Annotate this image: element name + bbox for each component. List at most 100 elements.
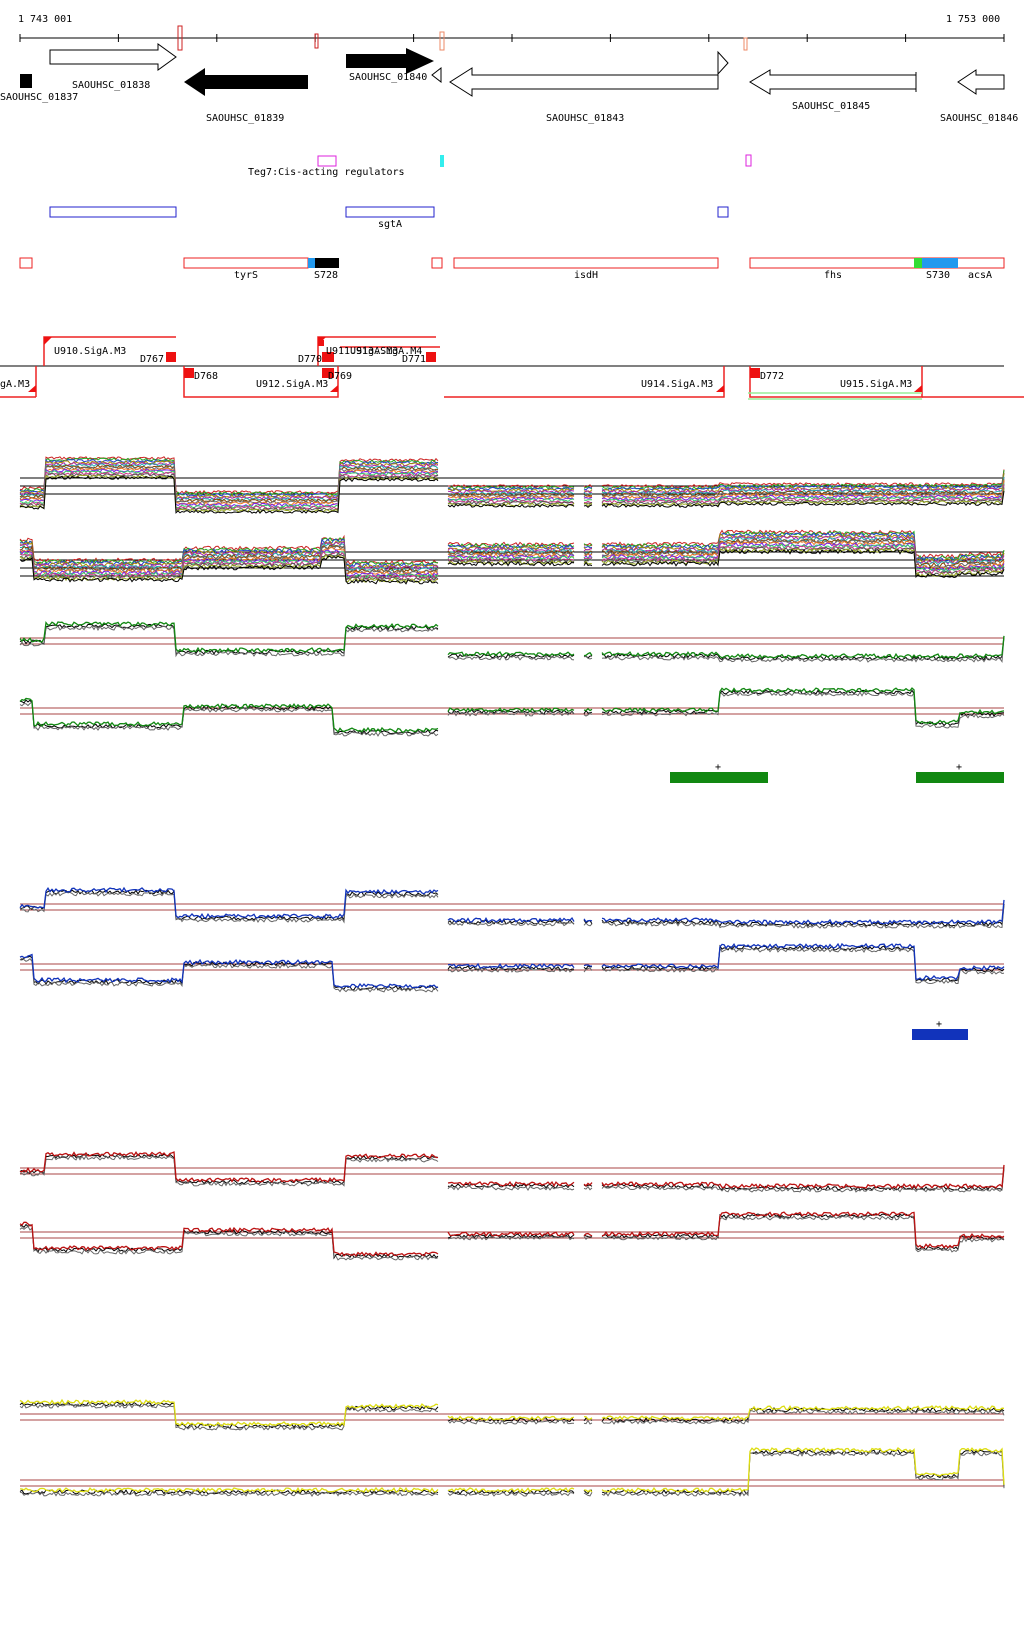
multi-track-a-7 [19, 465, 1005, 505]
green-track-top-2 [19, 620, 1005, 659]
multi-track-a-14 [20, 475, 1005, 514]
blue-track-bottom-2 [19, 942, 1005, 989]
segment-label-u910: U910.SigA.M3 [54, 346, 126, 357]
multi-track-a-12 [19, 472, 1005, 512]
regulator-feature[interactable] [317, 155, 337, 167]
multi-track-a-9 [19, 468, 1005, 507]
multi-track-b-6 [19, 537, 1005, 574]
multi-track-b-9 [19, 542, 1005, 578]
segment-label-u911: U911.SigA.M3 [326, 346, 398, 357]
segment-label-u915: U915.SigA.M3 [840, 379, 912, 390]
segment-label-d767: D767 [140, 354, 164, 365]
multi-track-b-2 [19, 532, 1005, 568]
multi-track-a-3 [19, 460, 1005, 499]
gene-label-01837: SAOUHSC_01837 [0, 92, 78, 103]
expression-tracks [19, 456, 1005, 1497]
gene-label-01840: SAOUHSC_01840 [349, 72, 427, 83]
red-feature-small-2[interactable] [431, 257, 443, 269]
multi-track-b-4 [19, 535, 1005, 571]
sgta-feature[interactable] [345, 206, 435, 218]
gene-01842-arrow[interactable] [717, 50, 729, 76]
gene-label-01845: SAOUHSC_01845 [792, 101, 870, 112]
multi-track-b-0 [19, 529, 1005, 565]
blue-feature-1[interactable] [49, 206, 177, 218]
coordinate-ruler: 1 743 001 1 753 000 [18, 14, 1005, 51]
red-track-bottom-1 [19, 1215, 1005, 1261]
red-feature-small-1[interactable] [19, 257, 33, 269]
significance-marks: + + + [670, 762, 1004, 1040]
green-sig-bar-2[interactable] [916, 772, 1004, 783]
multi-track-a-10 [19, 470, 1005, 509]
green-track-bottom-0 [19, 689, 1005, 735]
regulator-label: Teg7:Cis-acting regulators [248, 167, 405, 178]
yellow-track-top-2 [19, 1398, 1005, 1427]
gene-label-01839: SAOUHSC_01839 [206, 113, 284, 124]
gene-label-01843: SAOUHSC_01843 [546, 113, 624, 124]
blue-sig-bar[interactable] [912, 1029, 968, 1040]
red-track-bottom-2 [19, 1211, 1005, 1257]
regulator-track: Teg7:Cis-acting regulators [248, 154, 752, 178]
blue-sig-plus: + [936, 1019, 942, 1030]
blue-feature-small[interactable] [717, 206, 729, 218]
gene-track: SAOUHSC_01837 SAOUHSC_01838 SAOUHSC_0183… [0, 43, 1018, 124]
isdh-feature[interactable] [453, 257, 719, 269]
multi-track-a-4 [19, 461, 1005, 501]
segment-label-d772: D772 [760, 371, 784, 382]
multi-track-b-3 [19, 533, 1005, 570]
gene-01837-arrow[interactable] [20, 74, 32, 88]
gene-label-01846: SAOUHSC_01846 [940, 113, 1018, 124]
gene-01843-arrow[interactable] [449, 67, 719, 97]
gene-01845-arrow[interactable] [749, 69, 917, 95]
blue-feature-track: sgtA [49, 206, 729, 230]
gene-label-01838: SAOUHSC_01838 [72, 80, 150, 91]
green-track-top-1 [19, 624, 1005, 664]
segment-label-d771: D771 [402, 354, 426, 365]
multi-track-a-0 [19, 456, 1005, 495]
ruler-end-label: 1 753 000 [946, 14, 1000, 25]
multi-track-a-6 [19, 464, 1005, 503]
gene-01841-arrow[interactable] [431, 66, 442, 84]
green-track-bottom-1 [19, 691, 1005, 737]
segment-label-d768: D768 [194, 371, 218, 382]
multi-track-a-2 [19, 458, 1005, 498]
blue-track-top-2 [19, 886, 1005, 926]
multi-track-b-8 [19, 540, 1005, 577]
regulator-feature-small[interactable] [745, 154, 752, 167]
green-sig-plus-2: + [956, 762, 962, 773]
yellow-track-bottom-1 [19, 1451, 1005, 1497]
segment-label-u914: U914.SigA.M3 [641, 379, 713, 390]
gene-01846-arrow[interactable] [957, 69, 1005, 95]
segment-label-d770: D770 [298, 354, 322, 365]
tyrs-label: tyrS [234, 270, 258, 281]
blue-track-bottom-1 [19, 946, 1005, 993]
regulator-feature-cyan[interactable] [440, 155, 444, 167]
fhs-feature[interactable] [749, 257, 1005, 269]
red-feature-track: tyrS S728 isdH fhs S730 acsA [19, 257, 1005, 281]
segment-label-d769: D769 [328, 371, 352, 382]
acsa-label: acsA [968, 270, 992, 281]
yellow-track-bottom-0 [19, 1449, 1005, 1495]
segment-label-u913: U913.SigA.M4 [350, 346, 422, 357]
isdh-label: isdH [574, 270, 598, 281]
sgta-label: sgtA [378, 219, 402, 230]
red-track-top-0 [19, 1153, 1005, 1191]
multi-track-a-8 [19, 467, 1005, 506]
yellow-track-bottom-2 [19, 1447, 1005, 1494]
yellow-track-top-0 [19, 1401, 1005, 1429]
fhs-label: fhs [824, 270, 842, 281]
yellow-track-top-1 [19, 1402, 1005, 1431]
blue-track-top-0 [19, 889, 1005, 927]
tyrs-feature[interactable] [183, 257, 309, 269]
s728-label: S728 [314, 270, 338, 281]
gene-01840-arrow[interactable] [346, 48, 434, 74]
multi-track-a-5 [19, 463, 1005, 503]
gene-01839-arrow[interactable] [184, 68, 308, 96]
multi-track-b-14 [19, 548, 1005, 585]
red-track-top-1 [19, 1155, 1005, 1193]
segment-label-left: gA.M3 [0, 379, 30, 390]
green-sig-plus-1: + [715, 762, 721, 773]
multi-track-b-5 [19, 536, 1005, 572]
gene-01838-arrow[interactable] [49, 43, 177, 71]
green-sig-bar-1[interactable] [670, 772, 768, 783]
